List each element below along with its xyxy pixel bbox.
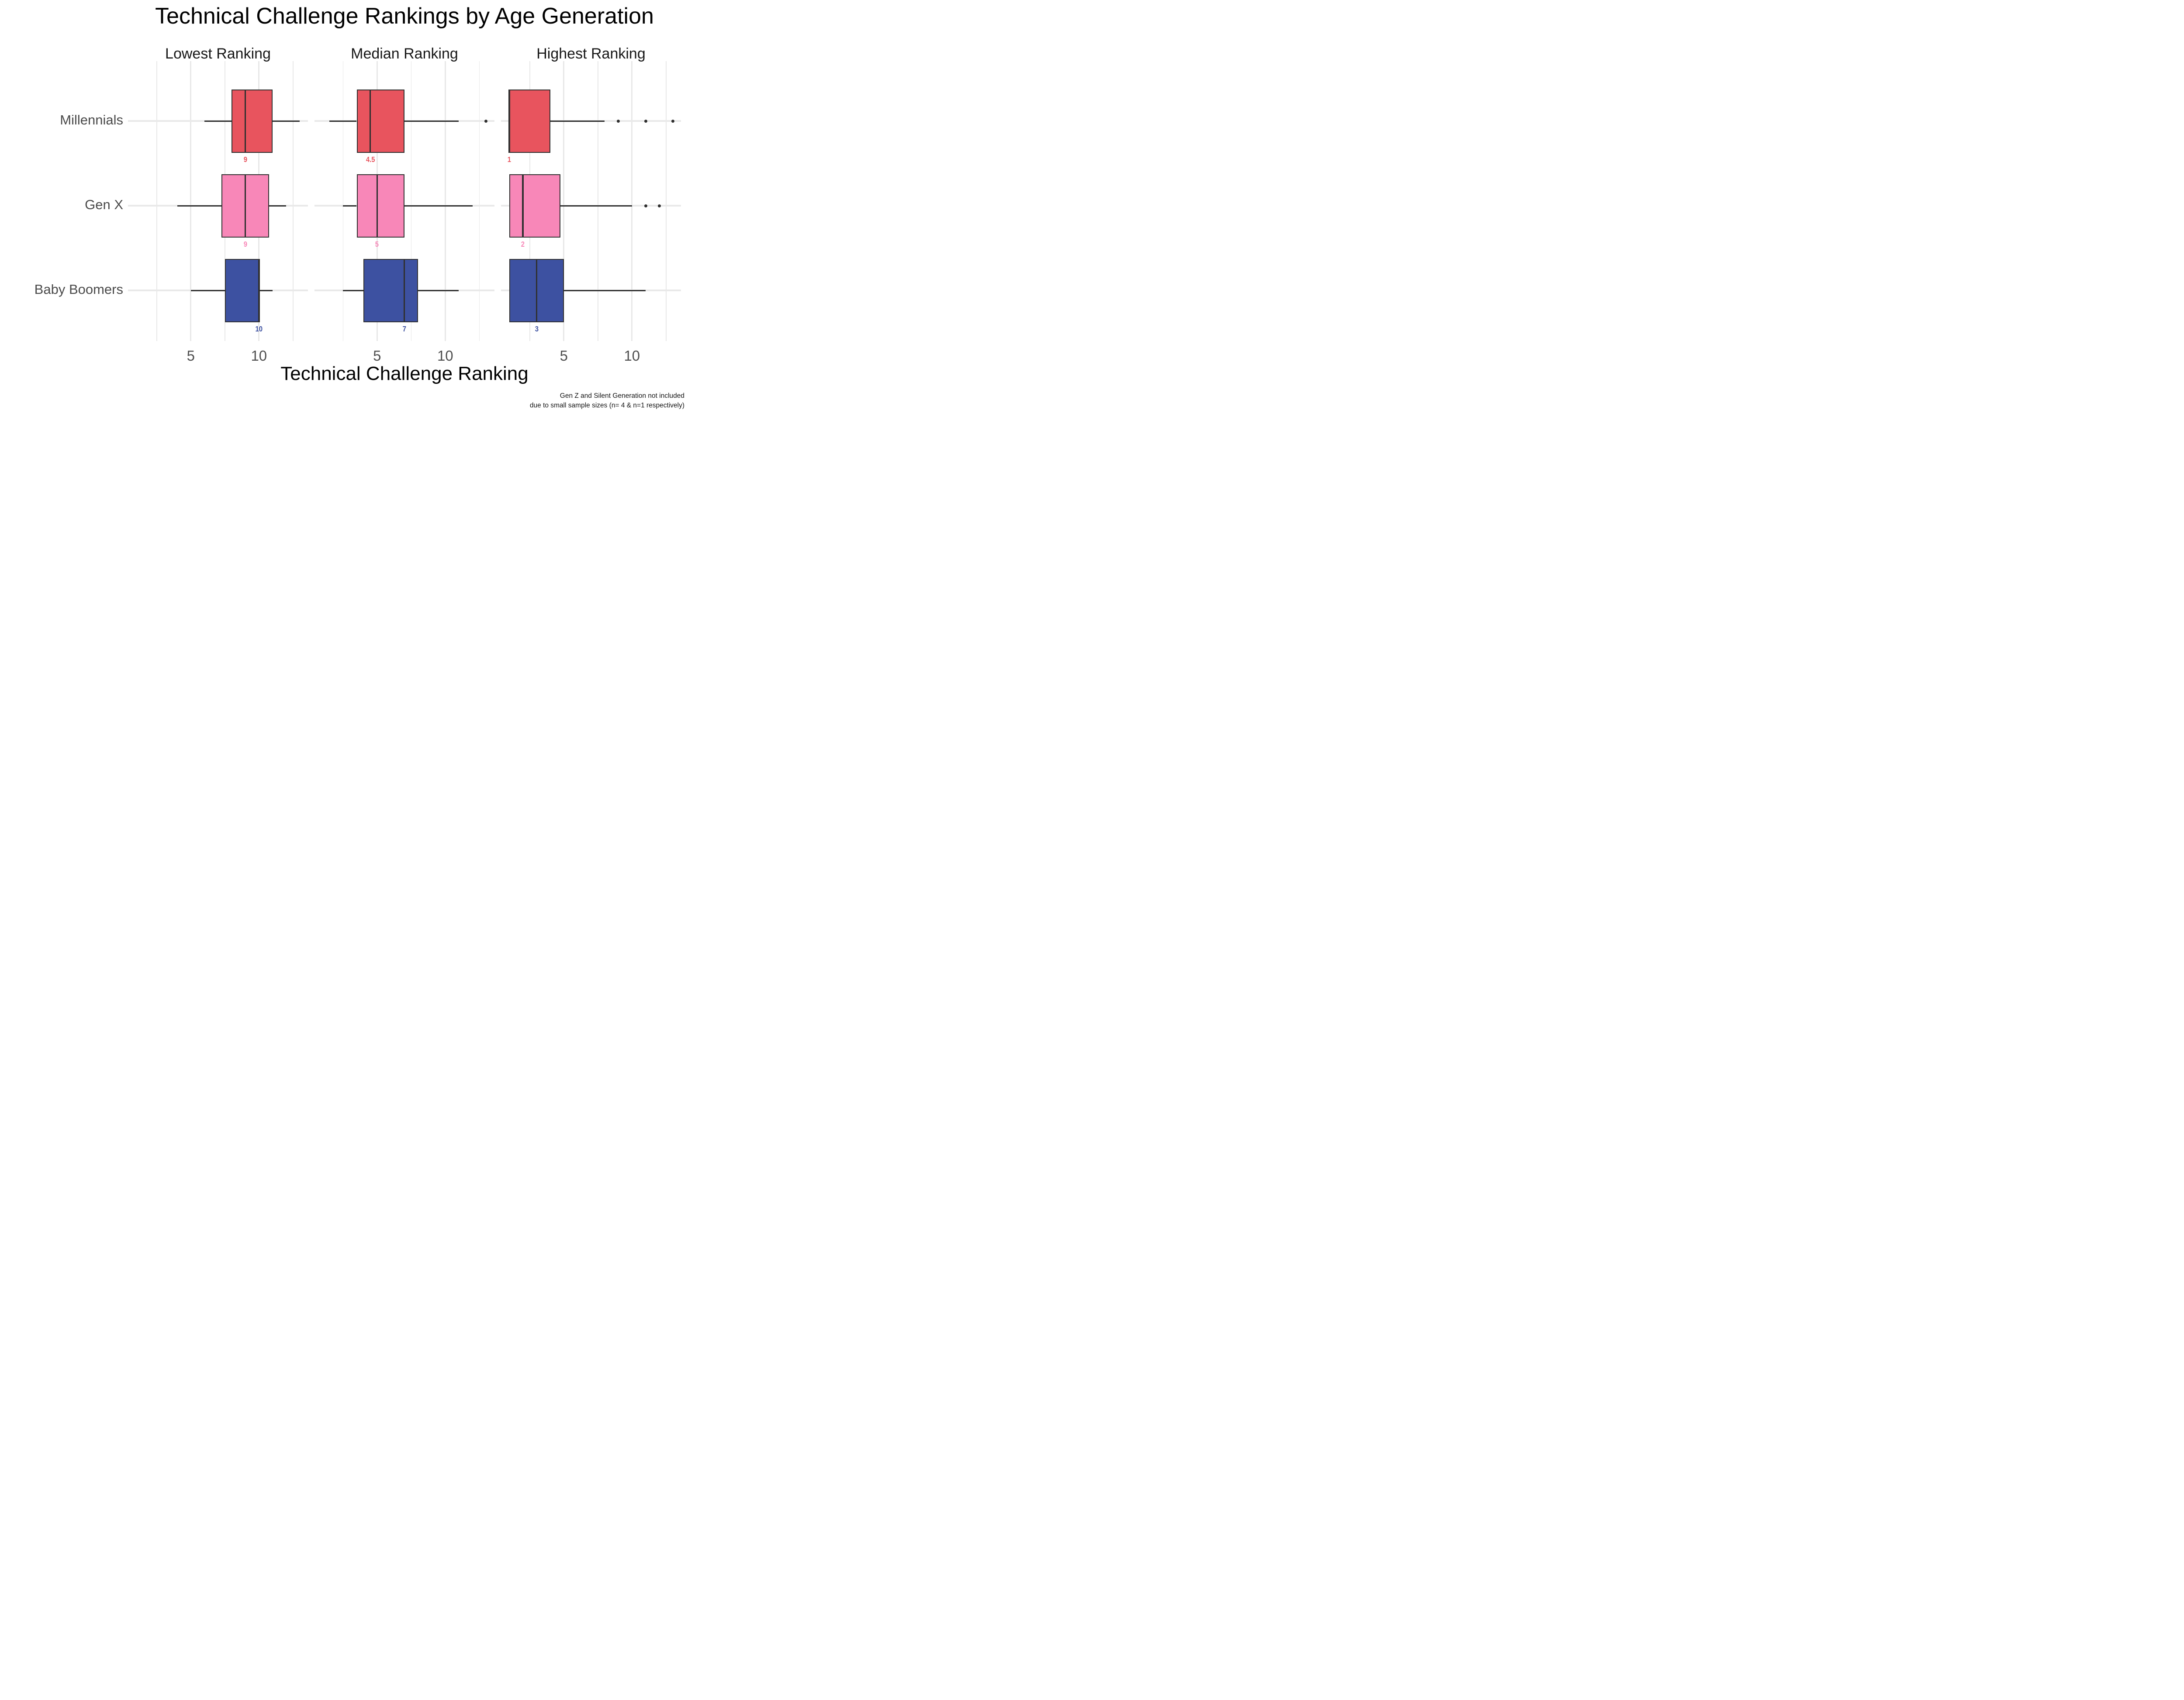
- whisker-high-gen-x-median-ranking: [404, 205, 473, 207]
- median-label-baby-boomers-highest-ranking: 3: [535, 324, 539, 333]
- vertical-gridline: [563, 61, 565, 341]
- box-millennials-median-ranking: [356, 89, 404, 153]
- whisker-low-baby-boomers-lowest-ranking: [190, 290, 225, 291]
- vertical-gridline: [190, 61, 192, 341]
- median-line-baby-boomers-highest-ranking: [536, 259, 538, 322]
- box-millennials-lowest-ranking: [232, 89, 273, 153]
- x-tick-label: 10: [251, 348, 267, 364]
- x-axis-title: Technical Challenge Ranking: [280, 363, 529, 384]
- x-tick-label: 5: [187, 348, 195, 364]
- median-label-baby-boomers-median-ranking: 7: [402, 324, 406, 333]
- ytick-label-baby-boomers: Baby Boomers: [34, 282, 123, 297]
- outlier-dot-millennials-highest-ranking: [617, 119, 620, 123]
- vertical-gridline: [293, 61, 294, 341]
- median-label-gen-x-median-ranking: 5: [375, 239, 379, 248]
- whisker-low-gen-x-median-ranking: [343, 205, 357, 207]
- vertical-gridline: [156, 61, 157, 341]
- median-label-baby-boomers-lowest-ranking: 10: [255, 324, 263, 333]
- x-tick-label: 5: [373, 348, 381, 364]
- caption-line-2: due to small sample sizes (n= 4 & n=1 re…: [529, 402, 684, 409]
- whisker-high-millennials-highest-ranking: [550, 120, 605, 122]
- whisker-high-baby-boomers-lowest-ranking: [259, 290, 273, 291]
- facet-title-median-ranking: Median Ranking: [351, 45, 458, 62]
- box-gen-x-highest-ranking: [509, 174, 560, 238]
- vertical-gridline: [444, 61, 446, 341]
- boxplot-figure: Technical Challenge Rankings by Age Gene…: [0, 0, 688, 425]
- outlier-dot-millennials-highest-ranking: [671, 119, 674, 123]
- whisker-low-millennials-median-ranking: [329, 120, 357, 122]
- median-label-gen-x-highest-ranking: 2: [521, 239, 525, 248]
- median-line-baby-boomers-lowest-ranking: [258, 259, 260, 322]
- vertical-gridline: [631, 61, 633, 341]
- ytick-label-gen-x: Gen X: [85, 197, 123, 212]
- median-line-gen-x-lowest-ranking: [244, 174, 246, 238]
- outlier-dot-gen-x-highest-ranking: [644, 204, 647, 207]
- outlier-dot-millennials-highest-ranking: [644, 119, 647, 123]
- x-tick-label: 10: [437, 348, 453, 364]
- median-label-gen-x-lowest-ranking: 9: [243, 239, 247, 248]
- chart-title: Technical Challenge Rankings by Age Gene…: [155, 3, 654, 29]
- median-line-millennials-highest-ranking: [508, 89, 510, 153]
- median-line-gen-x-highest-ranking: [522, 174, 524, 238]
- whisker-high-gen-x-highest-ranking: [560, 205, 632, 207]
- box-millennials-highest-ranking: [509, 89, 550, 153]
- median-label-millennials-median-ranking: 4.5: [366, 155, 375, 164]
- caption-line-1: Gen Z and Silent Generation not included: [560, 392, 684, 400]
- vertical-gridline: [411, 61, 412, 341]
- facet-title-highest-ranking: Highest Ranking: [536, 45, 646, 62]
- box-baby-boomers-lowest-ranking: [225, 259, 259, 322]
- vertical-gridline: [479, 61, 480, 341]
- whisker-high-baby-boomers-highest-ranking: [563, 290, 646, 291]
- whisker-low-gen-x-lowest-ranking: [177, 205, 221, 207]
- median-line-baby-boomers-median-ranking: [403, 259, 405, 322]
- vertical-gridline: [342, 61, 344, 341]
- median-label-millennials-highest-ranking: 1: [507, 155, 511, 164]
- x-tick-label: 10: [624, 348, 640, 364]
- ytick-label-millennials: Millennials: [60, 112, 123, 128]
- whisker-high-millennials-lowest-ranking: [273, 120, 300, 122]
- outlier-dot-gen-x-highest-ranking: [657, 204, 661, 207]
- median-line-millennials-lowest-ranking: [244, 89, 246, 153]
- median-line-millennials-median-ranking: [369, 89, 371, 153]
- median-line-gen-x-median-ranking: [376, 174, 378, 238]
- whisker-high-baby-boomers-median-ranking: [418, 290, 459, 291]
- caption: Gen Z and Silent Generation not included…: [530, 391, 684, 410]
- box-baby-boomers-median-ranking: [363, 259, 418, 322]
- box-gen-x-median-ranking: [356, 174, 404, 238]
- whisker-high-millennials-median-ranking: [404, 120, 459, 122]
- median-label-millennials-lowest-ranking: 9: [243, 155, 247, 164]
- vertical-gridline: [666, 61, 667, 341]
- facet-title-lowest-ranking: Lowest Ranking: [165, 45, 271, 62]
- whisker-low-millennials-lowest-ranking: [204, 120, 232, 122]
- whisker-high-gen-x-lowest-ranking: [269, 205, 287, 207]
- whisker-low-baby-boomers-median-ranking: [343, 290, 364, 291]
- x-tick-label: 5: [560, 348, 568, 364]
- outlier-dot-millennials-median-ranking: [484, 119, 488, 123]
